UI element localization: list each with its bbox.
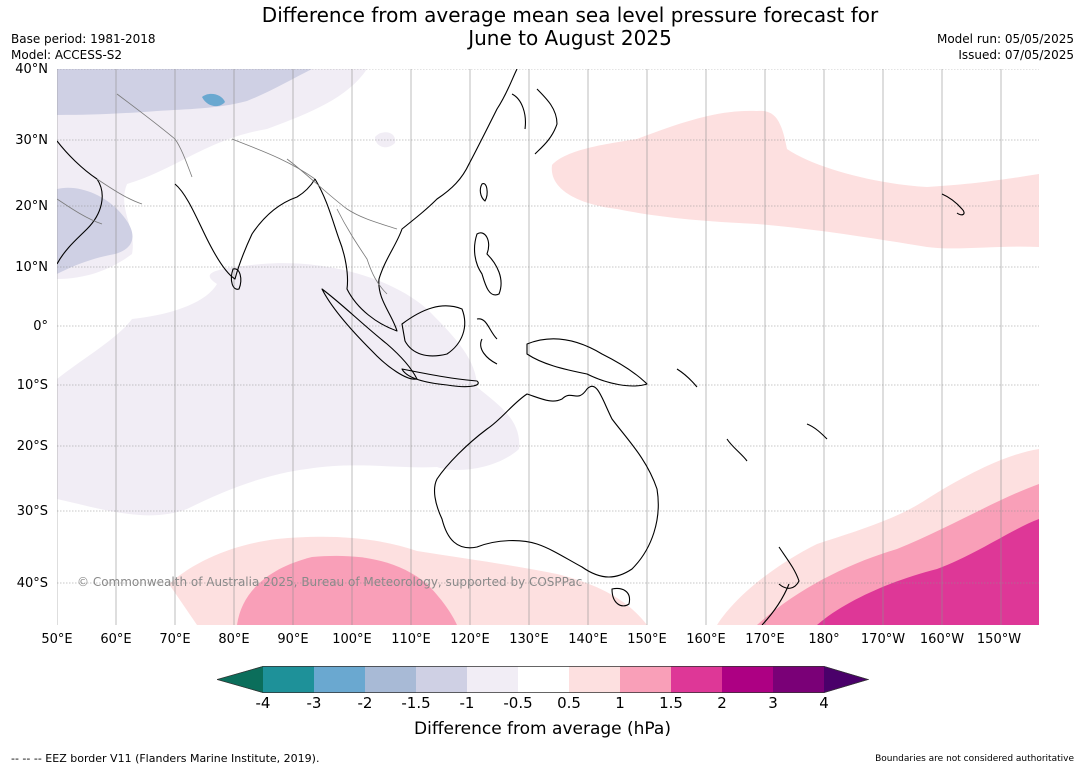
australia [433, 386, 659, 578]
colorbar-tick: 1 [615, 694, 625, 712]
colorbar-extend-high [824, 666, 869, 693]
colorbar-tick: 2 [717, 694, 727, 712]
india-coast [174, 178, 316, 280]
lon-label-90e: 90°E [277, 632, 309, 647]
model-name: Model: ACCESS-S2 [11, 48, 123, 62]
lat-label-30n: 30°N [15, 133, 48, 148]
lat-label-20n: 20°N [15, 199, 48, 214]
colorbar-tick: 1.5 [659, 694, 683, 712]
taiwan [479, 183, 488, 202]
colorbar-bin-5 [467, 666, 518, 693]
lon-label-110e: 110°E [391, 632, 431, 647]
new-guinea [526, 338, 648, 387]
anomaly-moderate-negative-west [57, 187, 133, 274]
model-run: Model run: 05/05/2025 [936, 32, 1074, 46]
colorbar-bin-9 [671, 666, 722, 693]
new-zealand-south [761, 583, 790, 625]
lat-label-0: 0° [33, 319, 48, 334]
lon-label-160w: 160°W [919, 632, 965, 647]
lon-label-120e: 120°E [450, 632, 490, 647]
title-line-1: Difference from average mean sea level p… [261, 3, 879, 27]
lon-label-130e: 130°E [509, 632, 549, 647]
colorbar-outline [217, 666, 869, 693]
meta-left: Base period: 1981-2018 Model: ACCESS-S2 [11, 31, 156, 63]
colorbar-tick: -4 [255, 694, 271, 712]
lon-label-170e: 170°E [745, 632, 785, 647]
pacific-islands-1 [726, 438, 748, 462]
arabia-coast [57, 140, 103, 265]
lat-label-10s: 10°S [16, 378, 48, 393]
colorbar-extend-low [217, 666, 263, 693]
sri-lanka [230, 268, 242, 290]
colorbar-bin-3 [365, 666, 416, 693]
meridians [57, 69, 1002, 625]
lat-label-40s: 40°S [16, 576, 48, 591]
boundaries-disclaimer: Boundaries are not considered authoritat… [875, 754, 1074, 764]
colorbar-bin-6 [518, 666, 569, 693]
lon-label-50e: 50°E [41, 632, 73, 647]
anomaly-negative-indian-ocean [57, 263, 520, 516]
colorbar-tick: -1 [459, 694, 475, 712]
colorbar-tick: 4 [819, 694, 829, 712]
colorbar-tick: -1.5 [401, 694, 431, 712]
colorbar-title: Difference from average (hPa) [414, 719, 671, 739]
lon-label-100e: 100°E [332, 632, 372, 647]
colorbar-bin-11 [773, 666, 824, 693]
colorbar-bin-7 [569, 666, 620, 693]
base-period: Base period: 1981-2018 [11, 32, 156, 46]
new-zealand-north [778, 546, 800, 589]
colorbar-bin-2 [314, 666, 365, 693]
colorbar [217, 666, 869, 693]
anomaly-positive-pink-southern-ocean [237, 555, 457, 625]
colorbar-bin-4 [416, 666, 467, 693]
lon-label-80e: 80°E [218, 632, 250, 647]
colorbar-tick: -0.5 [503, 694, 533, 712]
sulawesi [476, 318, 498, 365]
anomaly-positive-north-pacific [551, 110, 1039, 249]
indochina-coast [314, 69, 518, 332]
eez-border-note: -- -- -- EEZ border V11 (Flanders Marine… [11, 752, 320, 765]
coastlines [57, 69, 965, 625]
pacific-islands-3 [676, 368, 698, 388]
anomaly-strong-negative-himalaya [202, 93, 225, 107]
colorbar-bin-1 [263, 666, 314, 693]
anomaly-moderate-negative [57, 69, 312, 115]
tasmania [611, 587, 631, 607]
political-borders [57, 93, 398, 295]
lat-label-20s: 20°S [16, 439, 48, 454]
pacific-islands-2 [806, 423, 828, 440]
lat-label-10n: 10°N [15, 260, 48, 275]
lat-label-30s: 30°S [16, 504, 48, 519]
lon-label-150w: 150°W [976, 632, 1022, 647]
issued-date: Issued: 07/05/2025 [958, 48, 1074, 62]
lon-label-60e: 60°E [100, 632, 132, 647]
lon-label-70e: 70°E [159, 632, 191, 647]
anomaly-negative-asia [57, 69, 367, 279]
lon-label-140e: 140°E [568, 632, 608, 647]
colorbar-tick: -2 [357, 694, 373, 712]
forecast-map: © Commonwealth of Australia 2025, Bureau… [57, 69, 1039, 625]
philippines [473, 232, 502, 296]
lon-label-180: 180° [808, 632, 840, 647]
borneo [401, 305, 466, 357]
colorbar-tick: 3 [768, 694, 778, 712]
colorbar-tick: 0.5 [557, 694, 581, 712]
hawaii [941, 193, 965, 216]
lon-label-150e: 150°E [627, 632, 667, 647]
page-title: Difference from average mean sea level p… [0, 4, 1085, 50]
colorbar-bin-10 [722, 666, 773, 693]
korea-japan [511, 88, 558, 155]
lon-label-160e: 160°E [686, 632, 726, 647]
java [401, 368, 479, 388]
anomaly-positive-magenta-south-pacific [817, 519, 1039, 625]
colorbar-tick: -3 [306, 694, 322, 712]
lat-label-40n: 40°N [15, 62, 48, 77]
meta-right: Model run: 05/05/2025 Issued: 07/05/2025 [937, 31, 1074, 63]
colorbar-bin-8 [620, 666, 671, 693]
copyright-text: © Commonwealth of Australia 2025, Bureau… [77, 575, 582, 589]
lon-label-170w: 170°W [860, 632, 906, 647]
title-line-2: June to August 2025 [468, 26, 672, 50]
